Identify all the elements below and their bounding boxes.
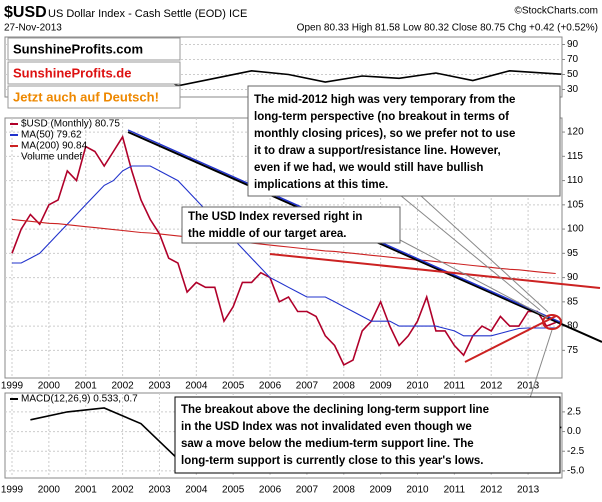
annotation-line: monthly closing prices), so we prefer no… xyxy=(254,128,515,140)
pointer xyxy=(419,194,549,313)
x-tick-label: 2010 xyxy=(406,381,429,392)
x-tick-label: 2004 xyxy=(185,381,208,392)
annotation-line: The mid-2012 high was very temporary fro… xyxy=(254,94,515,106)
overlay: SunshineProfits.com SunshineProfits.de J… xyxy=(7,37,561,474)
y-tick-label: 115 xyxy=(567,151,583,162)
annotation-line: even if we had, we would still have bull… xyxy=(254,162,483,174)
y-tick-label: 90 xyxy=(567,39,579,50)
x-tick-label: 2007 xyxy=(296,485,319,496)
y-tick-label: -5.0 xyxy=(567,466,585,477)
y-tick-label: 70 xyxy=(567,54,579,65)
x-tick-label: 2009 xyxy=(370,485,393,496)
annotation-box xyxy=(247,85,561,197)
legend-label: MA(50) 79.62 xyxy=(21,130,82,141)
x-tick-label: 2012 xyxy=(480,485,503,496)
annotation-line: in the USD Index was not invalidated eve… xyxy=(181,421,472,433)
legend-note: Volume undef xyxy=(21,152,82,163)
x-tick-label: 2013 xyxy=(517,485,540,496)
x-tick-label: 2006 xyxy=(259,485,282,496)
y-tick-label: 75 xyxy=(567,345,579,356)
x-tick-label: 2012 xyxy=(480,381,503,392)
legend-label: MACD(12,26,9) 0.533, 0.7 xyxy=(21,394,138,405)
y-tick-label: 105 xyxy=(567,199,584,210)
y-tick-label: 90 xyxy=(567,272,579,283)
watermark-box xyxy=(7,37,181,61)
highlight-circle xyxy=(542,314,562,330)
annotation-line: The USD Index reversed right in xyxy=(188,211,362,223)
annotation-line: long-term perspective (no breakout in te… xyxy=(254,111,509,123)
watermark-box xyxy=(7,85,181,109)
annotation-line: the middle of our target area. xyxy=(188,228,346,240)
x-tick-label: 2008 xyxy=(333,381,356,392)
pointer xyxy=(399,239,549,319)
trend-line xyxy=(464,315,557,363)
x-tick-label: 2003 xyxy=(148,381,171,392)
series-line xyxy=(11,134,556,366)
y-tick-label: 120 xyxy=(567,127,584,138)
annotation-line: implications at this time. xyxy=(254,179,388,191)
annotation-box xyxy=(174,396,561,474)
x-tick-label: 2013 xyxy=(517,381,540,392)
x-tick-label: 2007 xyxy=(296,381,319,392)
annotation-line: long-term support is currently close to … xyxy=(181,455,483,467)
annotation-box xyxy=(181,206,401,244)
y-tick-label: 85 xyxy=(567,296,579,307)
y-tick-label: 95 xyxy=(567,248,579,259)
x-tick-label: 2004 xyxy=(185,485,208,496)
series-line xyxy=(12,165,556,337)
y-tick-label: 110 xyxy=(567,175,583,186)
series-line xyxy=(11,218,556,275)
pointer xyxy=(399,194,541,311)
y-tick-label: 50 xyxy=(567,69,579,80)
annotation-line: it to draw a support/resistance line. Ho… xyxy=(254,145,501,157)
y-tick-label: 0.0 xyxy=(567,426,581,437)
watermark: Jetzt auch auf Deutsch! xyxy=(13,89,159,104)
y-tick-label: 80 xyxy=(567,321,579,332)
x-tick-label: 2011 xyxy=(444,485,466,496)
watermark-box xyxy=(7,61,181,85)
x-tick-label: 2009 xyxy=(370,381,393,392)
x-tick-label: 2008 xyxy=(333,485,356,496)
y-tick-label: 30 xyxy=(567,84,579,95)
pointer xyxy=(529,329,553,399)
quote: Open 80.33 High 81.58 Low 80.32 Close 80… xyxy=(297,23,598,34)
x-tick-label: 1999 xyxy=(1,381,24,392)
x-tick-label: 2005 xyxy=(222,381,245,392)
x-tick-label: 2002 xyxy=(111,485,134,496)
watermark: SunshineProfits.com xyxy=(13,41,143,56)
y-tick-label: 2.5 xyxy=(567,407,581,418)
watermark: SunshineProfits.de xyxy=(13,65,131,80)
date: 27-Nov-2013 xyxy=(4,23,62,34)
x-tick-label: 2006 xyxy=(259,381,282,392)
x-tick-label: 2003 xyxy=(148,485,171,496)
x-tick-label: 2001 xyxy=(75,485,98,496)
x-tick-label: 2002 xyxy=(111,381,134,392)
x-tick-label: 2000 xyxy=(38,485,61,496)
y-tick-label: -2.5 xyxy=(567,446,585,457)
x-tick-label: 2011 xyxy=(444,381,466,392)
x-tick-label: 2000 xyxy=(38,381,61,392)
legend-label: $USD (Monthly) 80.75 xyxy=(21,119,120,130)
trend-line xyxy=(269,253,601,289)
title: US Dollar Index - Cash Settle (EOD) ICE xyxy=(48,8,247,20)
annotation-line: The breakout above the declining long-te… xyxy=(181,404,489,416)
y-tick-label: 100 xyxy=(567,224,584,235)
x-tick-label: 2005 xyxy=(222,485,245,496)
x-tick-label: 2010 xyxy=(406,485,429,496)
symbol: $USD xyxy=(4,4,47,21)
x-tick-label: 2001 xyxy=(75,381,98,392)
x-tick-label: 1999 xyxy=(1,485,24,496)
legend-label: MA(200) 90.84 xyxy=(21,141,88,152)
credit: ©StockCharts.com xyxy=(514,6,598,17)
annotation-line: saw a move below the medium-term support… xyxy=(181,438,474,450)
